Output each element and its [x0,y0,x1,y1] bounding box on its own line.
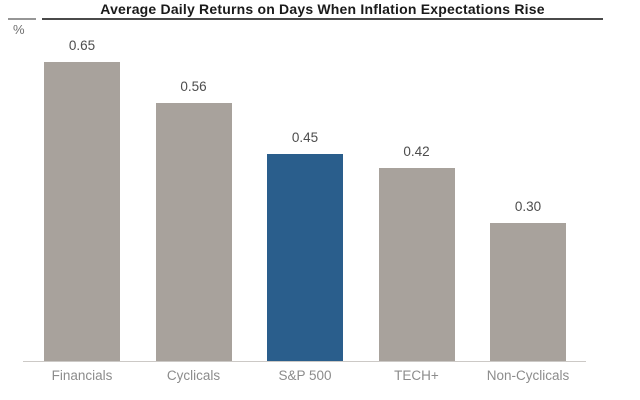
x-axis-baseline [23,361,586,362]
category-label-non-cyclicals: Non-Cyclicals [486,368,570,383]
value-label-s-p-500: 0.45 [291,130,319,145]
value-label-non-cyclicals: 0.30 [514,199,542,214]
category-label-cyclicals: Cyclicals [166,368,221,383]
value-label-cyclicals: 0.56 [180,79,207,94]
bar-s-p-500 [267,154,343,361]
category-label-s-p-500: S&P 500 [278,368,332,383]
bar-financials [44,62,120,361]
bar-non-cyclicals [490,223,566,361]
bar-cyclicals [155,103,232,361]
y-axis-top-tick [8,18,36,20]
category-label-tech: TECH+ [394,368,439,383]
chart-header: Average Daily Returns on Days When Infla… [42,1,603,19]
category-label-financials: Financials [51,368,113,383]
value-label-financials: 0.65 [68,38,96,53]
title-underline-rule [42,18,603,20]
chart-title: Average Daily Returns on Days When Infla… [100,1,545,17]
value-label-tech: 0.42 [403,144,430,159]
y-axis-unit-label: % [13,22,25,37]
bar-tech [378,168,455,361]
